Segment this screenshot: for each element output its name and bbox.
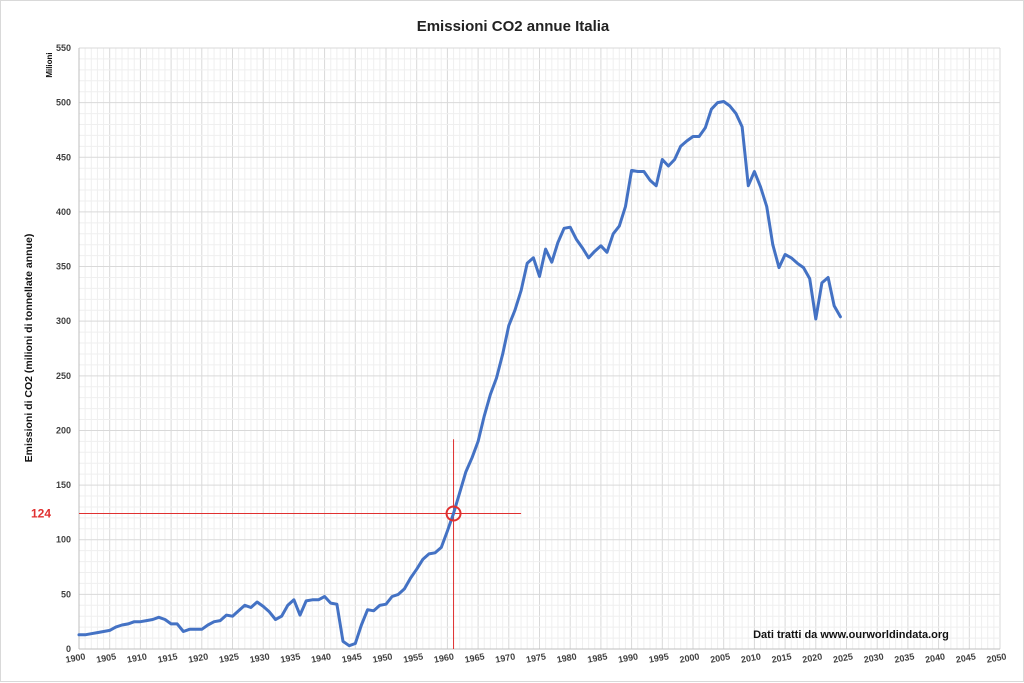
x-tick-label: 2005 xyxy=(709,651,730,664)
y-axis-title: Emissioni di CO2 (milioni di tonnellate … xyxy=(23,234,35,463)
annotation-value-label: 124 xyxy=(31,507,51,521)
x-tick-label: 2020 xyxy=(802,651,823,664)
source-note: Dati tratti da www.ourworldindata.org xyxy=(753,629,949,641)
series-layer xyxy=(77,100,842,648)
x-tick-label: 1910 xyxy=(126,651,147,664)
x-tick-label: 1980 xyxy=(556,651,577,664)
x-tick-label: 1950 xyxy=(372,651,393,664)
y-tick-label: 450 xyxy=(56,152,71,162)
chart-title: Emissioni CO2 annue Italia xyxy=(417,18,610,35)
x-tick-label: 1945 xyxy=(341,651,362,664)
x-tick-label: 2010 xyxy=(740,651,761,664)
y-tick-label: 500 xyxy=(56,98,71,108)
x-tick-label: 1985 xyxy=(587,651,608,664)
y-tick-label: 250 xyxy=(56,371,71,381)
x-tick-label: 1940 xyxy=(310,651,331,664)
y-tick-label: 400 xyxy=(56,207,71,217)
x-tick-label: 1970 xyxy=(495,651,516,664)
y-tick-label: 150 xyxy=(56,480,71,490)
y-tick-label: 200 xyxy=(56,425,71,435)
x-tick-label: 1955 xyxy=(402,651,423,664)
x-tick-label: 2035 xyxy=(894,651,915,664)
y-tick-label: 100 xyxy=(56,535,71,545)
y-tick-label: 550 xyxy=(56,43,71,53)
x-tick-label: 1905 xyxy=(95,651,116,664)
co2-series-line xyxy=(77,100,842,648)
x-tick-label: 1960 xyxy=(433,651,454,664)
x-tick-label: 1935 xyxy=(280,651,301,664)
x-tick-label: 2045 xyxy=(955,651,976,664)
y-tick-labels: 0 50 100 150 200 250 300 350 400 450 500 550 xyxy=(56,43,71,654)
y-tick-label: 300 xyxy=(56,316,71,326)
axes xyxy=(78,48,1000,650)
x-tick-label: 2030 xyxy=(863,651,884,664)
x-tick-labels: 1900 1905 1910 1915 1920 1925 1930 1935 1940 1945… xyxy=(65,651,1007,664)
x-tick-label: 1930 xyxy=(249,651,270,664)
x-tick-label: 1915 xyxy=(157,651,178,664)
x-tick-label: 1995 xyxy=(648,651,669,664)
x-tick-label: 2025 xyxy=(832,651,853,664)
y-tick-label: 50 xyxy=(61,589,71,599)
x-tick-label: 1920 xyxy=(188,651,209,664)
y-tick-label: 350 xyxy=(56,262,71,272)
annotation-circle xyxy=(445,505,462,522)
y-unit-label: Milioni xyxy=(45,52,54,77)
y-tick-label: 0 xyxy=(66,644,71,654)
x-tick-label: 1925 xyxy=(218,651,239,664)
x-tick-label: 1965 xyxy=(464,651,485,664)
x-tick-label: 1990 xyxy=(617,651,638,664)
x-tick-label: 1975 xyxy=(525,651,546,664)
x-tick-label: 2040 xyxy=(924,651,945,664)
x-tick-label: 2015 xyxy=(771,651,792,664)
x-tick-label: 2000 xyxy=(679,651,700,664)
grid xyxy=(78,47,1001,650)
x-tick-label: 1900 xyxy=(65,651,86,664)
x-tick-label: 2050 xyxy=(986,651,1007,664)
